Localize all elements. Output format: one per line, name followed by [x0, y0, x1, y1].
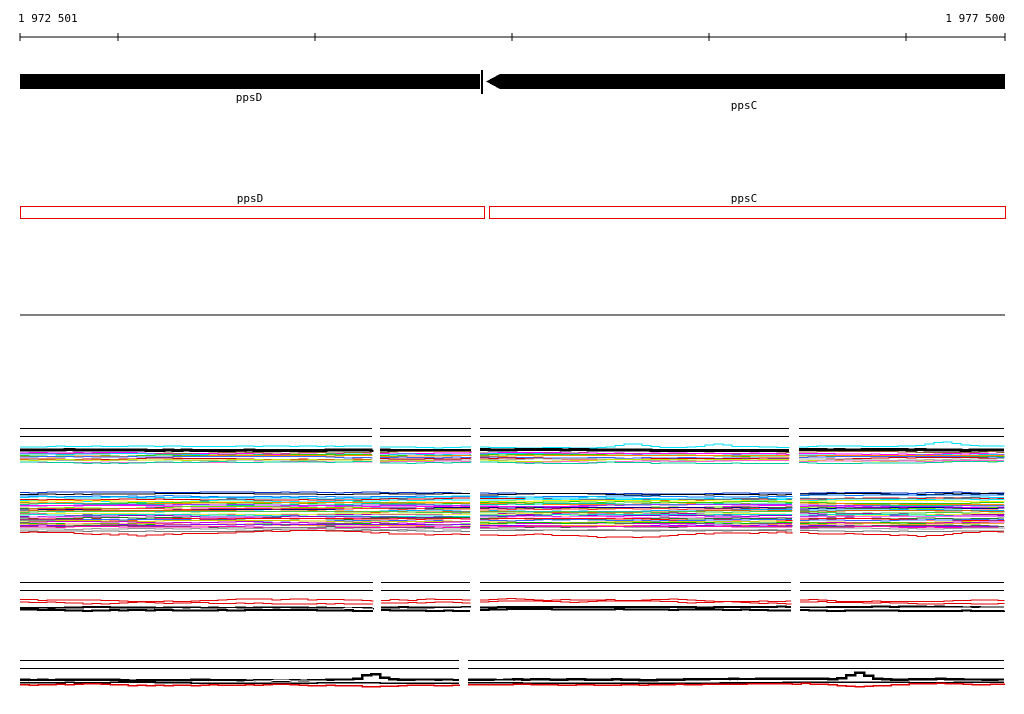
cds-box-ppsd-label: ppsD	[236, 192, 264, 205]
gene-ppsd-label: ppsD	[235, 91, 263, 104]
cds-box-ppsc-label: ppsC	[730, 192, 758, 205]
ruler-start-label: 1 972 501	[18, 12, 78, 25]
ruler-end-label: 1 977 500	[945, 12, 1005, 25]
gene-ppsc-label: ppsC	[730, 99, 758, 112]
